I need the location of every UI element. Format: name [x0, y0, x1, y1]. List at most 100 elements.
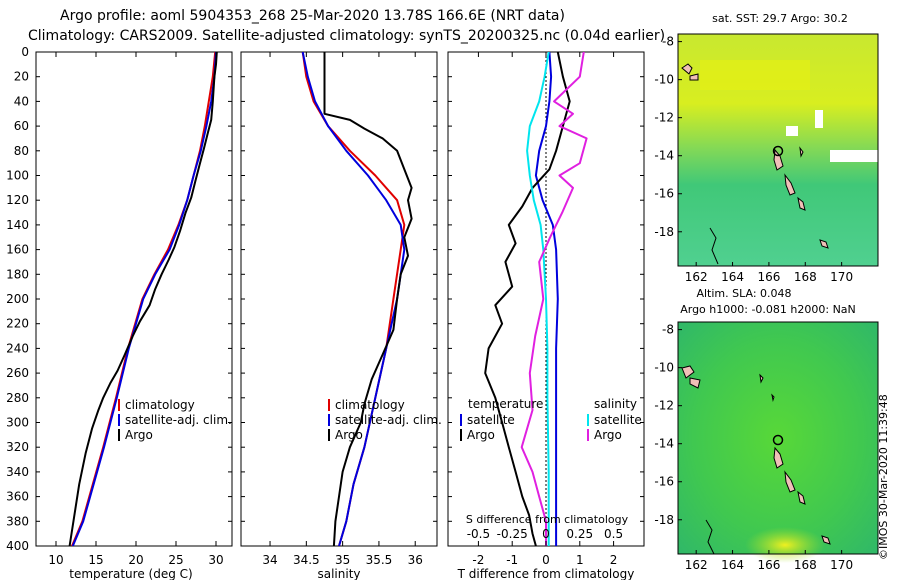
lat-tick-label: -10	[654, 73, 674, 87]
lon-tick-label: 164	[721, 558, 744, 572]
depth-tick-label: 180	[6, 267, 29, 281]
argo-position-marker	[772, 434, 784, 446]
legend-label-satellite: satellite-adj. clim.	[335, 413, 442, 427]
legend-label-s-satellite: satellite	[594, 413, 642, 427]
coastline	[681, 63, 829, 249]
temperature-axes	[35, 51, 233, 547]
lat-tick-label: -16	[654, 475, 674, 489]
lat-tick-label: -18	[654, 225, 674, 239]
series-t-satellite	[534, 52, 559, 546]
legend-label-t-satellite: satellite	[467, 413, 515, 427]
depth-tick-label: 40	[14, 94, 29, 108]
salinity-legend: climatology satellite-adj. clim. Argo	[328, 398, 442, 442]
lat-tick-label: -16	[654, 187, 674, 201]
lat-tick-label: -14	[654, 437, 674, 451]
legend-title-salinity: salinity	[594, 397, 637, 411]
lon-tick-label: 166	[757, 270, 780, 284]
lat-tick-label: -14	[654, 149, 674, 163]
depth-tick-label: 20	[14, 70, 29, 84]
depth-tick-label: 0	[21, 45, 29, 59]
series-climatology	[301, 52, 406, 546]
x-tick-label: 30	[208, 553, 223, 567]
coastline	[709, 227, 719, 265]
difference-legend: temperature satellite Argo salinity sate…	[460, 397, 642, 442]
depth-tick-label: 160	[6, 243, 29, 257]
sst-map-ticks: -8 -10 -12 -14 -16 -18 162 164 166 168 170	[654, 35, 853, 284]
header-line2: Climatology: CARS2009. Satellite-adjuste…	[28, 28, 665, 44]
salinity-xlabel: salinity	[317, 567, 360, 580]
x-tick-label: 35	[335, 553, 350, 567]
difference-xlabel: T difference from climatology	[457, 567, 635, 580]
depth-tick-label: 360	[6, 490, 29, 504]
x-tick-label: -2	[472, 553, 484, 567]
lon-tick-label: 170	[830, 270, 853, 284]
x-tick-label: -1	[506, 553, 518, 567]
x-tick-label: 36	[408, 553, 423, 567]
depth-tick-label: 80	[14, 144, 29, 158]
legend-label-s-argo: Argo	[594, 428, 622, 442]
lat-tick-label: -8	[662, 323, 674, 337]
lat-tick-label: -12	[654, 111, 674, 125]
legend-label-t-argo: Argo	[467, 428, 495, 442]
argo-position-marker	[772, 145, 784, 157]
series-t-argo	[484, 52, 571, 546]
depth-tick-label: 320	[6, 440, 29, 454]
legend-label-climatology: climatology	[335, 398, 405, 412]
sst-frame	[677, 33, 879, 267]
s-diff-tick-label: 0.25	[566, 527, 593, 541]
lon-tick-label: 170	[830, 558, 853, 572]
difference-series	[484, 52, 588, 546]
lat-tick-label: -18	[654, 513, 674, 527]
header-line1: Argo profile: aoml 5904353_268 25-Mar-20…	[60, 8, 565, 24]
lon-tick-label: 162	[685, 270, 708, 284]
sst-cloud-mask	[815, 110, 823, 128]
depth-tick-label: 200	[6, 292, 29, 306]
x-tick-label: 10	[48, 553, 63, 567]
series-argo	[68, 52, 218, 546]
series-s-argo	[520, 52, 588, 546]
sst-map: sat. SST: 29.7 Argo: 30.2 -8 -10 -12 -14 -16…	[654, 12, 879, 284]
lat-tick-label: -10	[654, 361, 674, 375]
depth-tick-label: 100	[6, 169, 29, 183]
depth-tick-label: 240	[6, 341, 29, 355]
coastline	[705, 519, 715, 555]
sst-warm-patch	[700, 60, 810, 90]
sla-map-title-line2: Argo h1000: -0.081 h2000: NaN	[680, 303, 856, 316]
sla-frame	[677, 321, 879, 555]
depth-tick-label: 400	[6, 539, 29, 553]
lat-tick-label: -12	[654, 399, 674, 413]
temperature-xlabel: temperature (deg C)	[69, 567, 192, 580]
lon-tick-label: 164	[721, 270, 744, 284]
sla-map-ticks: -8 -10 -12 -14 -16 -18 162 164 166 168 170	[654, 323, 853, 572]
x-tick-label: 2	[610, 553, 618, 567]
lon-tick-label: 168	[794, 270, 817, 284]
temperature-series	[68, 52, 218, 546]
x-tick-label: 1	[576, 553, 584, 567]
depth-tick-label: 380	[6, 514, 29, 528]
depth-tick-label: 340	[6, 465, 29, 479]
series-satellite-adj-clim-	[71, 52, 217, 546]
s-diff-tick-label: 0	[542, 527, 550, 541]
legend-label-argo: Argo	[125, 428, 153, 442]
x-tick-label: 34.5	[293, 553, 320, 567]
series-s-satellite	[526, 52, 550, 546]
depth-tick-label: 140	[6, 218, 29, 232]
depth-tick-label: 280	[6, 391, 29, 405]
x-tick-label: 25	[168, 553, 183, 567]
s-difference-label: S difference from climatology	[466, 513, 629, 526]
s-diff-tick-label: 0.5	[604, 527, 623, 541]
x-ticks: 10 15 20 25 30 34 34.5 35 35.5 36 -2 -1 0 1 2 -0.5 -0.25…	[48, 52, 623, 567]
lon-tick-label: 162	[685, 558, 708, 572]
sla-field	[678, 322, 878, 554]
salinity-axes	[240, 51, 438, 547]
salinity-series	[301, 52, 413, 546]
legend-label-climatology: climatology	[125, 398, 195, 412]
sla-map: Altim. SLA: 0.048 Argo h1000: -0.081 h20…	[654, 287, 879, 572]
coastline	[681, 365, 831, 545]
series-argo	[323, 52, 413, 546]
depth-tick-label: 220	[6, 317, 29, 331]
sst-cloud-mask	[830, 150, 878, 162]
lon-tick-label: 166	[757, 558, 780, 572]
series-satellite-adj-clim-	[301, 52, 406, 546]
legend-title-temperature: temperature	[468, 397, 543, 411]
